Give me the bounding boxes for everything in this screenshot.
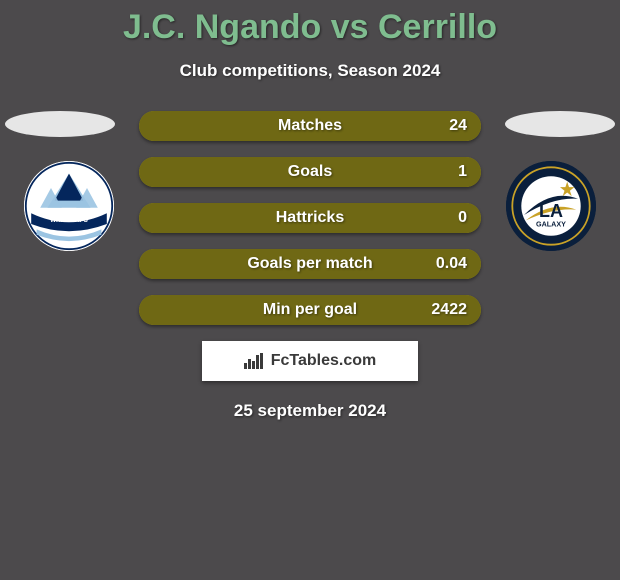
stat-value-right: 0 xyxy=(458,203,467,233)
svg-text:LA: LA xyxy=(539,201,563,221)
stat-bar: Matches24 xyxy=(139,111,481,141)
stat-bar: Goals1 xyxy=(139,157,481,187)
club-logo-left: WHITECAPS xyxy=(24,161,114,251)
svg-text:GALAXY: GALAXY xyxy=(536,220,566,229)
main-area: WHITECAPS LA GALAXY Matches24 Goals1 Hattr… xyxy=(0,111,620,421)
stat-bars: Matches24 Goals1 Hattricks0 Goals per match… xyxy=(139,111,481,325)
club-logo-right: LA GALAXY xyxy=(506,161,596,251)
stat-label: Hattricks xyxy=(139,203,481,233)
brand-box: FcTables.com xyxy=(202,341,418,381)
subtitle: Club competitions, Season 2024 xyxy=(0,61,620,81)
stat-bar: Goals per match0.04 xyxy=(139,249,481,279)
bar-chart-icon xyxy=(244,353,263,369)
player-left-oval xyxy=(5,111,115,137)
stat-value-right: 1 xyxy=(458,157,467,187)
stat-value-right: 2422 xyxy=(431,295,467,325)
stat-bar: Min per goal2422 xyxy=(139,295,481,325)
infographic-root: J.C. Ngando vs Cerrillo Club competition… xyxy=(0,0,620,580)
stat-bar: Hattricks0 xyxy=(139,203,481,233)
comparison-title: J.C. Ngando vs Cerrillo xyxy=(0,0,620,47)
stat-label: Matches xyxy=(139,111,481,141)
whitecaps-icon: WHITECAPS xyxy=(24,161,114,251)
player-right-oval xyxy=(505,111,615,137)
date-text: 25 september 2024 xyxy=(0,401,620,421)
stat-value-right: 0.04 xyxy=(436,249,467,279)
svg-text:WHITECAPS: WHITECAPS xyxy=(50,217,88,224)
stat-label: Goals xyxy=(139,157,481,187)
brand-text: FcTables.com xyxy=(271,352,377,370)
la-galaxy-icon: LA GALAXY xyxy=(506,161,596,251)
stat-label: Goals per match xyxy=(139,249,481,279)
stat-value-right: 24 xyxy=(449,111,467,141)
stat-label: Min per goal xyxy=(139,295,481,325)
